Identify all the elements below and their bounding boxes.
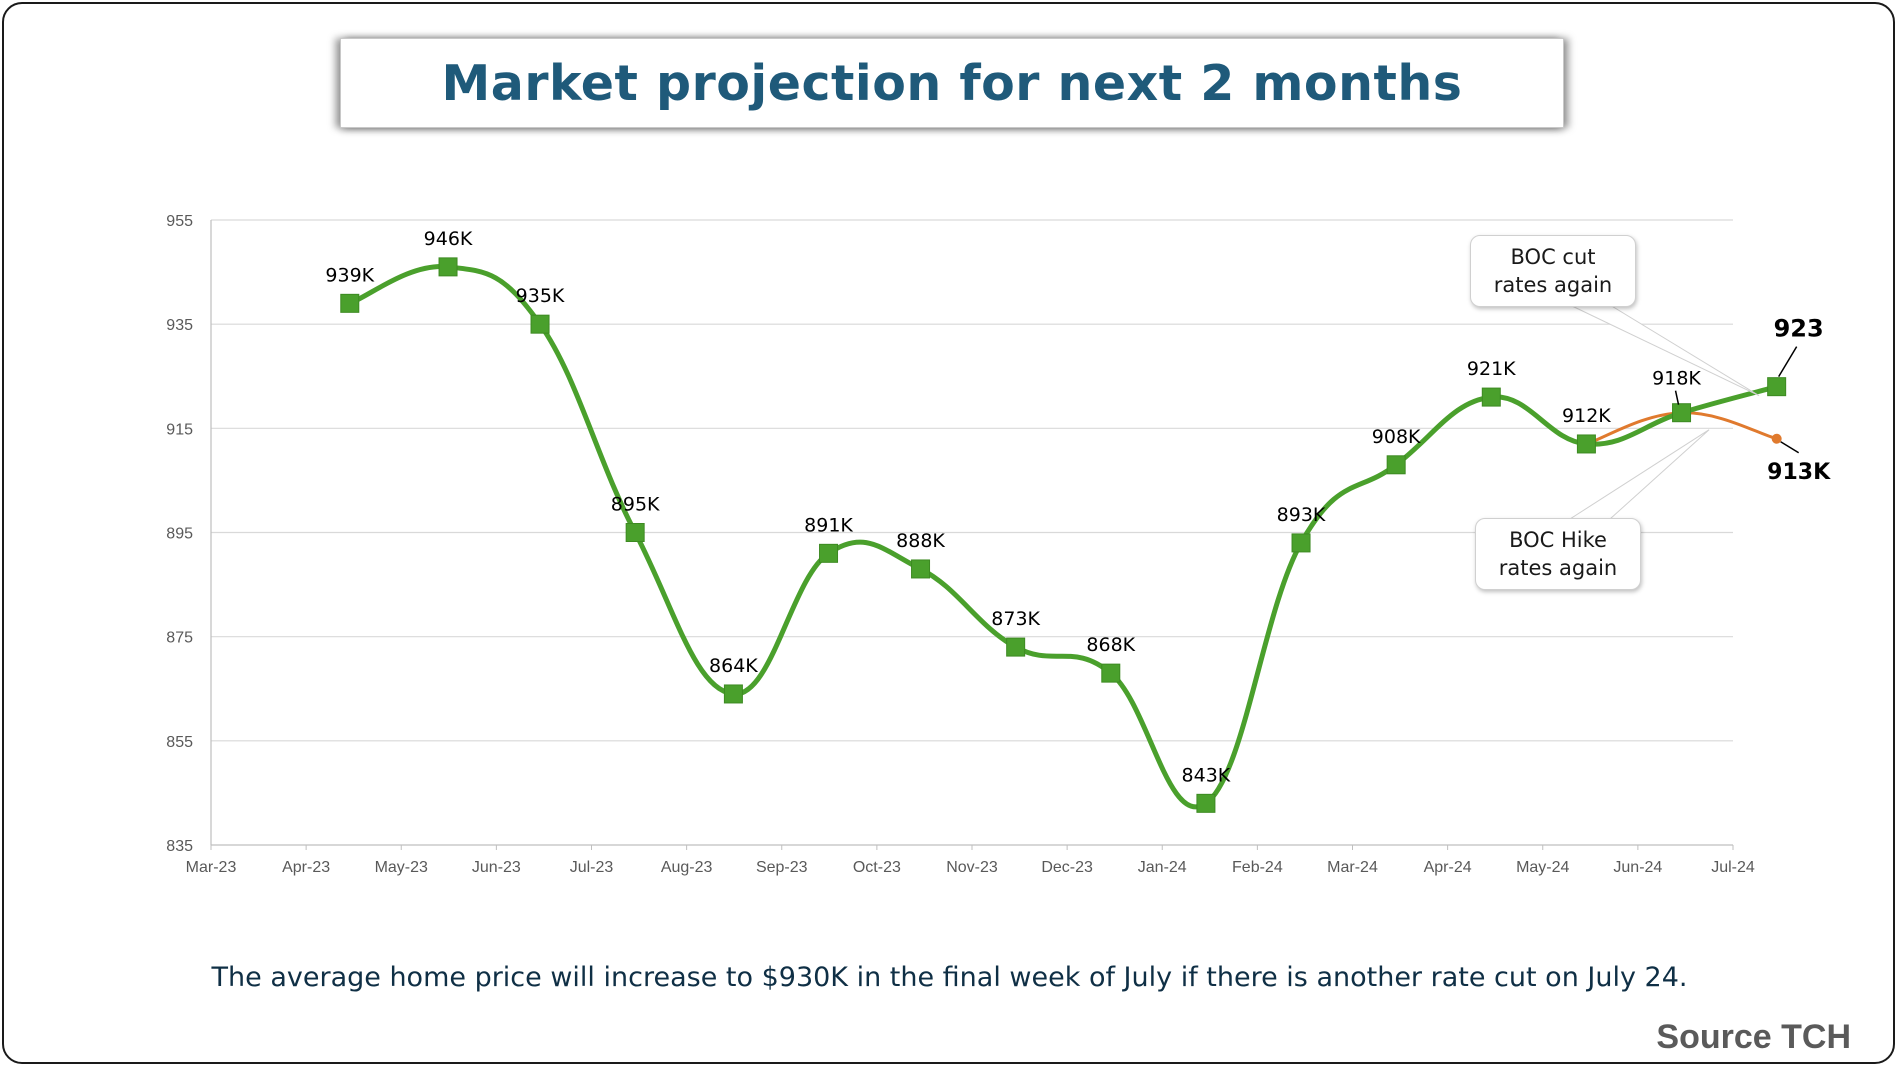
x-tick-label: Jun-23 — [472, 859, 521, 876]
data-label: 873K — [991, 608, 1040, 630]
data-label: 921K — [1467, 358, 1516, 380]
x-tick-label: Aug-23 — [661, 859, 713, 876]
x-tick-label: Mar-24 — [1327, 859, 1378, 876]
x-tick-label: Jul-24 — [1711, 859, 1755, 876]
x-tick-label: Jul-23 — [570, 859, 614, 876]
x-tick-label: Apr-24 — [1424, 859, 1472, 876]
data-label: 843K — [1182, 764, 1231, 786]
data-point-marker — [723, 684, 743, 704]
y-tick-label: 875 — [166, 630, 193, 647]
data-label: 939K — [325, 264, 374, 286]
callout-boc-hike: BOC Hike rates again — [1475, 518, 1641, 590]
data-label: 946K — [424, 228, 473, 250]
data-label-hike: 913K — [1767, 460, 1831, 485]
x-tick-label: Jan-24 — [1138, 859, 1187, 876]
callout-boc-cut: BOC cut rates again — [1470, 235, 1636, 307]
data-point-marker — [340, 293, 360, 313]
data-label: 868K — [1086, 634, 1135, 656]
x-tick-label: Mar-23 — [186, 859, 237, 876]
data-point-marker — [1101, 663, 1121, 683]
data-point-marker — [438, 257, 458, 277]
data-point-marker — [1576, 434, 1596, 454]
data-label: 888K — [896, 530, 945, 552]
data-label: 895K — [611, 494, 660, 516]
data-point-marker — [819, 543, 839, 563]
axes: 835 855 875 895 915 935 955 Mar-23 Apr-23 May-23 J… — [166, 213, 1755, 876]
data-label: 935K — [516, 285, 565, 307]
y-tick-label: 895 — [166, 526, 193, 543]
y-tick-label: 835 — [166, 838, 193, 855]
chart-title: Market projection for next 2 months — [441, 54, 1463, 112]
gridlines — [211, 219, 1733, 846]
x-tick-label: May-23 — [375, 859, 428, 876]
data-label: 908K — [1372, 426, 1421, 448]
y-tick-label: 915 — [166, 421, 193, 438]
x-tick-label: Jun-24 — [1613, 859, 1662, 876]
data-point-marker — [911, 559, 931, 579]
data-point-marker — [1481, 387, 1501, 407]
data-point-marker — [1291, 533, 1311, 553]
data-point-marker — [1767, 377, 1787, 397]
x-tick-label: Nov-23 — [946, 859, 998, 876]
data-label: 912K — [1562, 405, 1611, 427]
data-label-hike-leader — [1780, 441, 1800, 454]
data-point-marker-hike — [1771, 433, 1782, 444]
x-tick-label: Dec-23 — [1041, 859, 1093, 876]
title-banner: Market projection for next 2 months — [340, 38, 1564, 128]
data-label: 891K — [804, 514, 853, 536]
data-label-leader — [1778, 346, 1798, 378]
data-label: 918K — [1652, 368, 1701, 390]
y-tick-label: 935 — [166, 317, 193, 334]
markers — [340, 257, 1787, 813]
callout-boc-hike-line2: rates again — [1498, 556, 1618, 580]
x-tick-label: Sep-23 — [756, 859, 808, 876]
x-tick-label: Feb-24 — [1232, 859, 1283, 876]
data-label: 923 — [1774, 315, 1824, 343]
x-tick-label: Apr-23 — [282, 859, 330, 876]
data-labels: 939K 946K 935K 895K 864K 891K 888K 873K 868K 843K… — [325, 228, 1831, 786]
x-tick-label: May-24 — [1516, 859, 1569, 876]
data-label: 864K — [709, 655, 758, 677]
callout-boc-cut-line1: BOC cut — [1510, 245, 1596, 269]
data-point-marker — [1196, 793, 1216, 813]
data-point-marker — [1006, 637, 1026, 657]
callout-boc-cut-line2: rates again — [1493, 273, 1613, 297]
data-label-leader — [1674, 390, 1680, 405]
data-label: 893K — [1277, 504, 1326, 526]
y-tick-label: 855 — [166, 734, 193, 751]
data-point-marker — [625, 523, 645, 542]
data-point-marker — [1386, 455, 1406, 475]
data-point-marker — [530, 314, 550, 334]
y-tick-label: 955 — [166, 213, 193, 230]
source-note: Source TCH — [1656, 1018, 1851, 1056]
chart-caption: The average home price will increase to … — [211, 962, 1688, 993]
data-point-marker — [1672, 403, 1692, 423]
callout-boc-hike-line1: BOC Hike — [1509, 528, 1607, 552]
x-tick-label: Oct-23 — [853, 859, 901, 876]
